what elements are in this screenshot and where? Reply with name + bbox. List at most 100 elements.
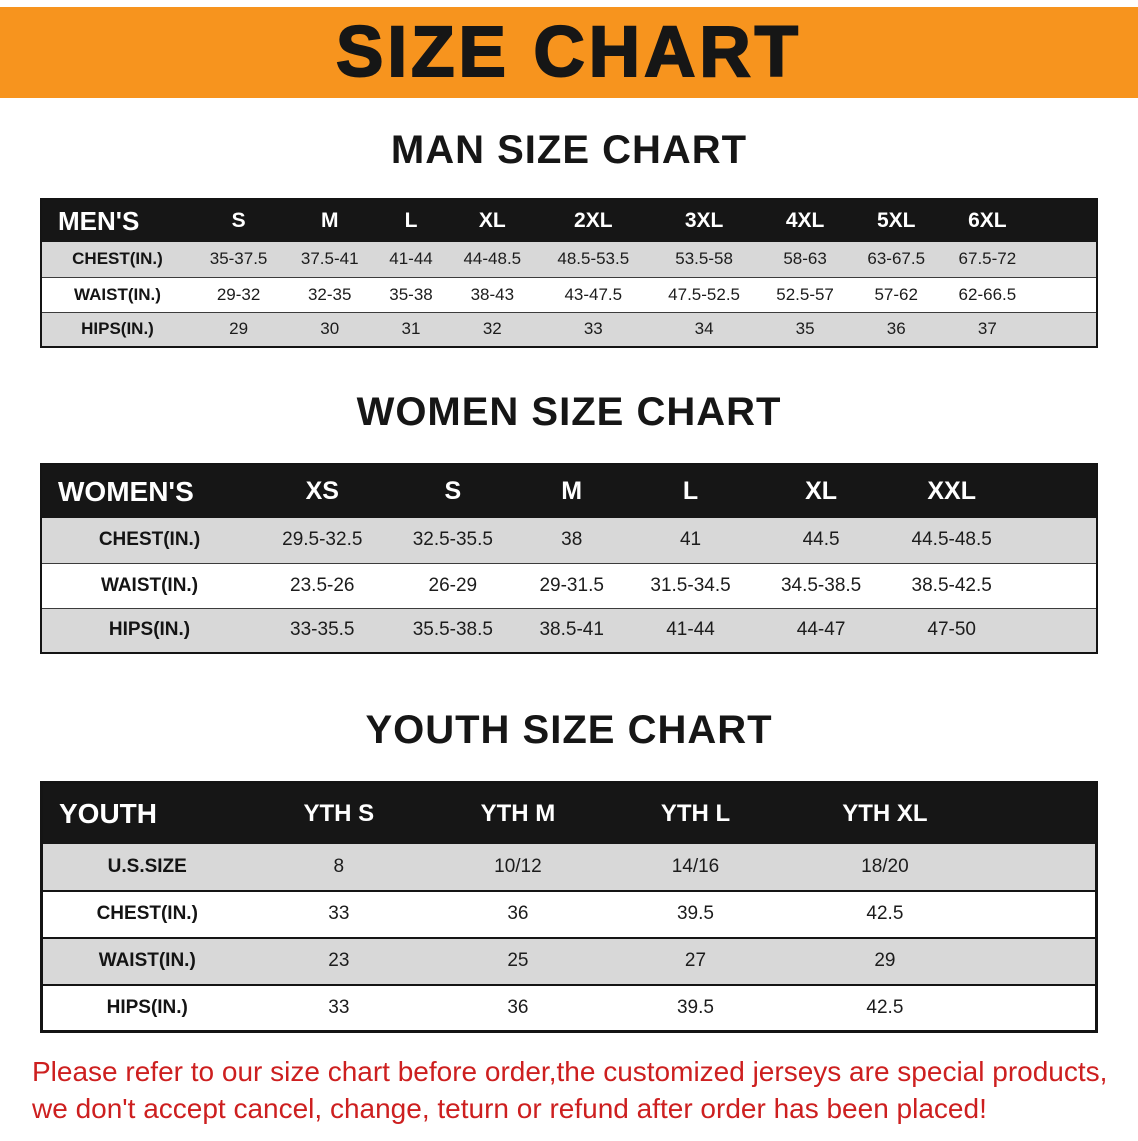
row-label: HIPS(IN.)	[41, 983, 252, 1032]
table-cell: 67.5-72	[958, 249, 1017, 269]
column-header: L	[625, 464, 756, 518]
table-cell: 47-50	[886, 607, 1017, 653]
table-cell: 63-67.5	[867, 249, 926, 269]
column-header: 6XL	[941, 199, 1033, 242]
table-cell: 37	[941, 311, 1033, 347]
table-cell: 32-35	[284, 276, 376, 312]
table-cell: 29-32	[193, 276, 285, 312]
table-cell: 27	[609, 936, 782, 985]
table-cell: 41-44	[625, 607, 756, 653]
table-cell: 38-43	[446, 276, 538, 312]
table-cell: 48.5-53.5	[557, 249, 630, 269]
women-size-chart-section: WOMEN SIZE CHART WOMEN'S XS S M L XL XXL CHEST(I…	[0, 390, 1138, 654]
filler-cell	[1017, 464, 1097, 518]
table-cell: 30	[284, 311, 376, 347]
table-cell: 44.5	[802, 529, 840, 551]
table-cell: 44-47	[755, 607, 887, 653]
banner: SIZE CHART	[0, 7, 1138, 98]
filler-cell	[988, 936, 1097, 985]
table-cell: 31.5-34.5	[625, 562, 756, 608]
table-row: U.S.SIZE 8 10/12 14/16 18/20	[41, 843, 1097, 891]
table-row: HIPS(IN.) 33-35.5 35.5-38.5 38.5-41 41-44 44-…	[41, 607, 1097, 653]
table-cell: 14/16	[671, 855, 720, 877]
table-cell: 43-47.5	[537, 276, 649, 312]
filler-cell	[989, 844, 1097, 891]
column-header: M	[518, 464, 626, 518]
table-cell: 36	[426, 889, 610, 938]
table-cell: 35-38	[375, 276, 447, 312]
column-header: XXL	[886, 464, 1017, 518]
row-label: CHEST(IN.)	[41, 889, 252, 938]
column-header: YTH L	[609, 782, 782, 844]
row-label: WAIST(IN.)	[41, 276, 193, 312]
table-cell: 23	[251, 936, 427, 985]
table-cell: 36	[850, 311, 942, 347]
column-header: L	[375, 199, 447, 242]
column-header: 4XL	[759, 199, 851, 242]
column-header: S	[193, 199, 285, 242]
table-cell: 34	[648, 311, 760, 347]
filler-cell	[1017, 518, 1097, 563]
table-cell: 53.5-58	[675, 249, 733, 269]
table-cell: 25	[426, 936, 610, 985]
table-cell: 38.5-42.5	[886, 562, 1017, 608]
table-cell: 39.5	[609, 983, 782, 1032]
row-label: HIPS(IN.)	[41, 607, 257, 653]
table-cell: 34.5-38.5	[755, 562, 887, 608]
table-cell: 36	[426, 983, 610, 1032]
table-cell: 52.5-57	[759, 276, 851, 312]
row-label: HIPS(IN.)	[41, 311, 193, 347]
row-label: CHEST(IN.)	[72, 249, 163, 269]
section-heading: WOMEN SIZE CHART	[356, 390, 782, 434]
table-cell: 29.5-32.5	[282, 529, 363, 551]
filler-cell	[1017, 562, 1097, 608]
table-row: CHEST(IN.) 33 36 39.5 42.5	[41, 889, 1097, 938]
table-cell: 8	[333, 855, 345, 877]
man-size-chart-section: MAN SIZE CHART MEN'S S M L XL 2XL 3XL 4XL 5XL 6XL C…	[0, 128, 1138, 348]
column-header: M	[284, 199, 376, 242]
table-cell: 42.5	[781, 983, 989, 1032]
table-row: WAIST(IN.) 23 25 27 29	[41, 936, 1097, 985]
table-cell: 35-37.5	[209, 249, 268, 269]
table-cell: 41-44	[389, 249, 433, 269]
table-cell: 37.5-41	[300, 249, 359, 269]
filler-cell	[1017, 607, 1097, 653]
corner-label: WOMEN'S	[41, 464, 257, 518]
table-cell: 18/20	[861, 855, 909, 877]
table-row: HIPS(IN.) 33 36 39.5 42.5	[41, 983, 1097, 1032]
row-label: CHEST(IN.)	[98, 529, 201, 551]
filler-cell	[988, 782, 1097, 844]
table-cell: 26-29	[387, 562, 519, 608]
table-cell: 62-66.5	[941, 276, 1033, 312]
filler-cell	[1033, 276, 1097, 312]
column-header: YTH S	[251, 782, 427, 844]
column-header: XL	[755, 464, 887, 518]
table-cell: 42.5	[781, 889, 989, 938]
table-cell: 33	[537, 311, 649, 347]
disclaimer: Please refer to our size chart before or…	[0, 1053, 1138, 1141]
table-cell: 47.5-52.5	[648, 276, 760, 312]
column-header: YTH XL	[781, 782, 989, 844]
header-row: WOMEN'S XS S M L XL XXL	[41, 464, 1097, 518]
header-row: MEN'S S M L XL 2XL 3XL 4XL 5XL 6XL	[41, 199, 1097, 242]
man-size-chart-table: MEN'S S M L XL 2XL 3XL 4XL 5XL 6XL CHEST(IN.) 35-37…	[40, 198, 1098, 348]
column-header: S	[387, 464, 519, 518]
table-cell: 33-35.5	[257, 607, 388, 653]
section-heading: MAN SIZE CHART	[390, 128, 748, 172]
table-cell: 44-48.5	[463, 249, 522, 269]
youth-size-chart-section: YOUTH SIZE CHART YOUTH YTH S YTH M YTH L YTH …	[0, 708, 1138, 1033]
header-row: YOUTH YTH S YTH M YTH L YTH XL	[41, 782, 1097, 844]
filler-cell	[988, 983, 1097, 1032]
table-cell: 35	[759, 311, 851, 347]
column-header: 5XL	[850, 199, 942, 242]
filler-cell	[1033, 311, 1097, 347]
column-header: XS	[257, 464, 388, 518]
women-size-chart-table: WOMEN'S XS S M L XL XXL CHEST(IN.) 29.5-32.5 32.5…	[40, 463, 1098, 654]
size-chart-sections: MAN SIZE CHART MEN'S S M L XL 2XL 3XL 4XL 5XL 6XL C…	[0, 128, 1138, 1033]
table-cell: 29-31.5	[518, 562, 626, 608]
table-cell: 33	[251, 889, 427, 938]
table-cell: 32.5-35.5	[412, 529, 493, 551]
page-title: SIZE CHART	[335, 13, 802, 92]
disclaimer-line-1: Please refer to our size chart before or…	[32, 1056, 1108, 1087]
table-row: WAIST(IN.) 23.5-26 26-29 29-31.5 31.5-34.5 34…	[41, 562, 1097, 608]
